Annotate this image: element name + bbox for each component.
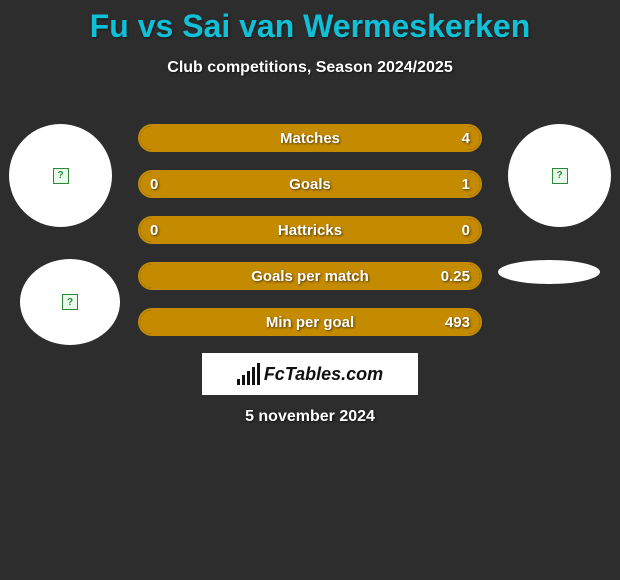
logo-text: FcTables.com (264, 364, 383, 385)
stat-right-value: 0 (462, 222, 470, 239)
stat-right-value: 0.25 (441, 268, 470, 285)
stat-bar-hattricks: 0 Hattricks 0 (138, 216, 482, 244)
player-right-avatar-1 (508, 124, 611, 227)
logo-bars-icon (237, 363, 260, 385)
stat-label: Min per goal (266, 314, 354, 331)
image-placeholder-icon (62, 294, 78, 310)
stat-label: Matches (280, 130, 340, 147)
fctables-logo[interactable]: FcTables.com (202, 353, 418, 395)
page-title: Fu vs Sai van Wermeskerken (0, 0, 620, 45)
stat-bar-min-per-goal: Min per goal 493 (138, 308, 482, 336)
stat-label: Hattricks (278, 222, 342, 239)
image-placeholder-icon (53, 168, 69, 184)
date-label: 5 november 2024 (0, 408, 620, 426)
stat-bar-matches: Matches 4 (138, 124, 482, 152)
stat-bar-goals-per-match: Goals per match 0.25 (138, 262, 482, 290)
stat-left-value: 0 (150, 176, 158, 193)
stat-right-value: 4 (462, 130, 470, 147)
stat-bar-goals: 0 Goals 1 (138, 170, 482, 198)
player-left-avatar-1 (9, 124, 112, 227)
stat-right-value: 493 (445, 314, 470, 331)
stat-bars: Matches 4 0 Goals 1 0 Hattricks 0 Goals … (138, 124, 482, 354)
image-placeholder-icon (552, 168, 568, 184)
player-right-avatar-2 (498, 260, 600, 284)
stat-label: Goals (289, 176, 331, 193)
page-subtitle: Club competitions, Season 2024/2025 (0, 59, 620, 77)
stat-label: Goals per match (251, 268, 369, 285)
stat-right-value: 1 (462, 176, 470, 193)
stat-left-value: 0 (150, 222, 158, 239)
player-left-avatar-2 (20, 259, 120, 345)
